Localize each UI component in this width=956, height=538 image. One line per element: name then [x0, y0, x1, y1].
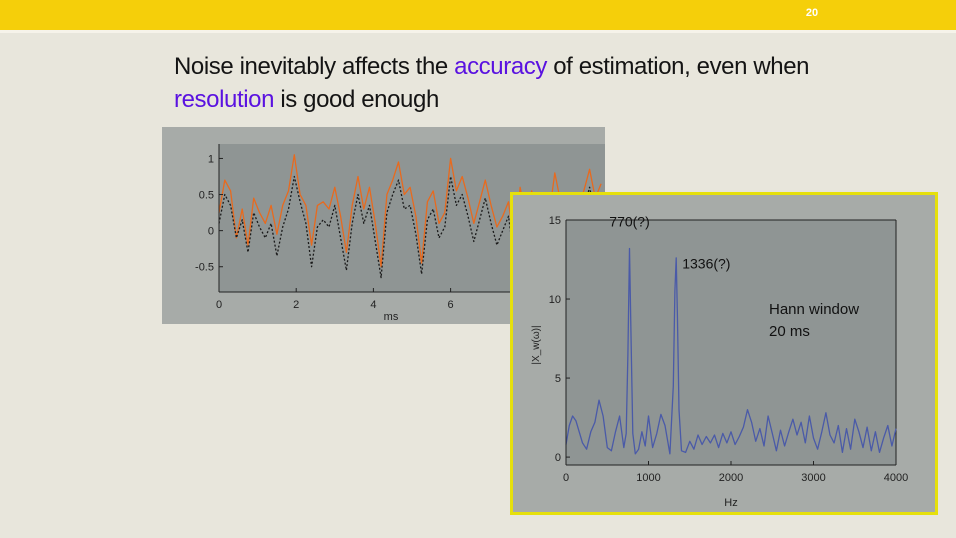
time-y-tick-label-3: -0.5	[195, 262, 214, 274]
highlight-resolution: resolution	[174, 86, 275, 113]
spectrum-series-0	[565, 247, 897, 455]
headline-text-3: is good enough	[274, 86, 439, 113]
spectrum-y-tick-label-1: 10	[549, 294, 561, 306]
spectrum-x-tick-label-4: 4000	[884, 472, 908, 484]
time-x-tick-label-1: 2	[293, 299, 299, 311]
time-ticks: 0246810.50-0.5	[195, 153, 531, 311]
highlight-accuracy: accuracy	[454, 53, 547, 80]
spectrum-chart: 0 1000 2000 3000 4000 15 10 5 0 Hz |X_w(ω)| 770(…	[531, 214, 908, 509]
headline-text-2: of estimation, even when	[546, 53, 810, 80]
time-y-tick-label-2: 0	[208, 226, 214, 238]
time-x-label: ms	[384, 311, 399, 323]
time-y-tick-label-0: 1	[208, 153, 214, 165]
spectrum-x-label: Hz	[724, 497, 737, 509]
slide-number: 20	[805, 7, 819, 19]
spectrum-x-tick-label-0: 0	[563, 472, 569, 484]
spectrum-ticks: 0 1000 2000 3000 4000 15 10 5 0	[549, 215, 908, 484]
window-annotation-line2: 20 ms	[769, 323, 810, 340]
top-bar	[0, 0, 956, 30]
top-bar-divider	[0, 30, 956, 33]
spectrum-x-tick-label-3: 3000	[801, 472, 825, 484]
time-x-tick-label-3: 6	[448, 299, 454, 311]
spectrum-x-tick-label-2: 2000	[719, 472, 743, 484]
time-y-tick-label-1: 0.5	[199, 190, 214, 202]
spectrum-y-tick-label-0: 15	[549, 215, 561, 227]
spectrum-panel: 0 1000 2000 3000 4000 15 10 5 0 Hz |X_w(ω)| 770(…	[510, 192, 938, 515]
peak-annotation-770: 770(?)	[609, 214, 649, 230]
time-x-tick-label-2: 4	[370, 299, 376, 311]
spectrum-y-label: |X_w(ω)|	[531, 325, 542, 364]
headline-text-1: Noise inevitably affects the	[174, 53, 455, 80]
window-annotation-line1: Hann window	[769, 301, 859, 318]
slide-headline: Noise inevitably affects the accuracy of…	[174, 50, 914, 116]
spectrum-series-lines	[565, 247, 897, 455]
peak-annotation-1336: 1336(?)	[682, 255, 730, 271]
spectrum-y-tick-label-3: 0	[555, 452, 561, 464]
time-x-tick-label-0: 0	[216, 299, 222, 311]
spectrum-y-tick-label-2: 5	[555, 373, 561, 385]
spectrum-x-tick-label-1: 1000	[636, 472, 660, 484]
